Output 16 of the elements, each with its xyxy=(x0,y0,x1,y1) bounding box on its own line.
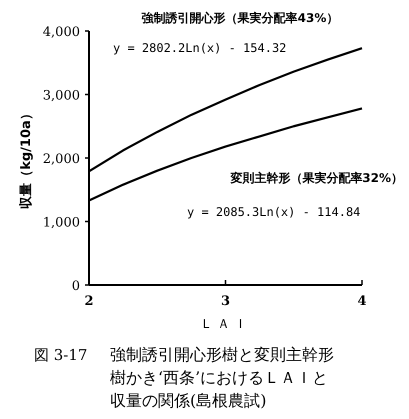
y-tick-label: 3,000 xyxy=(42,88,80,104)
y-tick-label: 2,000 xyxy=(42,152,80,167)
x-axis-title: ＬＡＩ xyxy=(200,317,251,332)
y-tick-label: 0 xyxy=(72,279,80,294)
y-tick-label: 1,000 xyxy=(42,216,80,230)
text: 変則主幹形（果実分配率32%） xyxy=(229,171,403,185)
y-axis-title: 収量（kg/10a） xyxy=(19,107,34,209)
text: 強制誘引開心形（果実分配率43%） xyxy=(142,11,338,25)
text: 強制誘引開心形樹と変則主幹形樹かき‘西条’におけるＬＡＩと収量の関係(島根農試) xyxy=(110,345,334,410)
annotation: y = 2085.3Ln(x) - 114.84 xyxy=(187,205,360,219)
x-tick-label: 4 xyxy=(357,294,367,309)
x-tick-label: 3 xyxy=(220,294,230,309)
caption: 図 3-17 xyxy=(34,346,88,364)
y-tick-label: 4,000 xyxy=(42,25,80,40)
annotation: y = 2802.2Ln(x) - 154.32 xyxy=(113,41,286,55)
x-tick-label: 2 xyxy=(84,294,94,309)
